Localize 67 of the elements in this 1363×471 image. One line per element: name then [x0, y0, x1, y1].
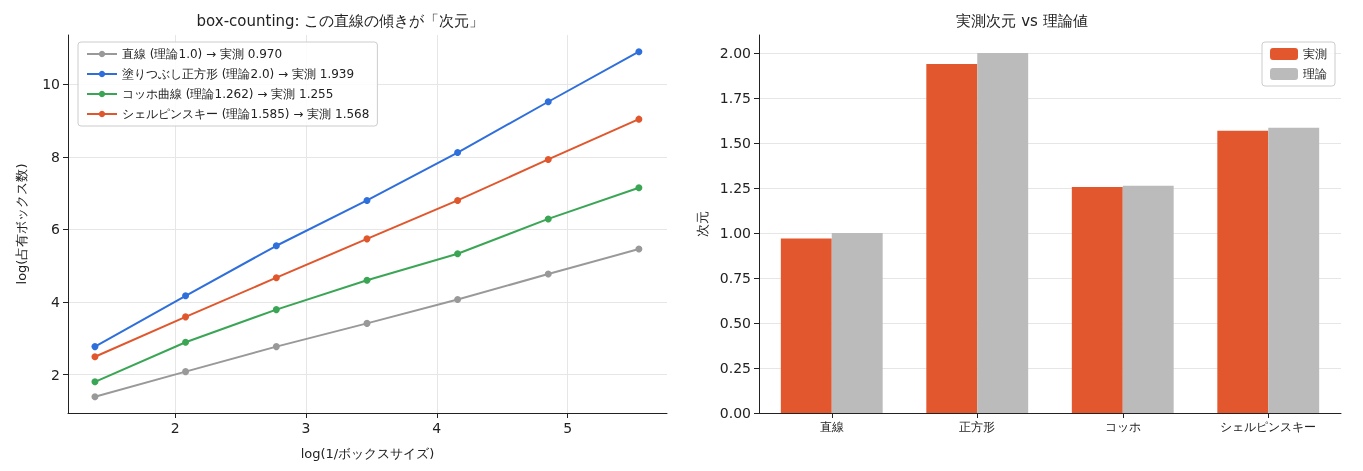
- point: [454, 295, 462, 303]
- point: [363, 276, 371, 284]
- legend-label: 理論: [1303, 67, 1327, 81]
- legend-label: 塗りつぶし正方形 (理論2.0) → 実測 1.939: [122, 67, 355, 81]
- bar: [1122, 185, 1174, 413]
- point: [544, 98, 552, 106]
- point: [91, 343, 99, 351]
- point: [91, 353, 99, 361]
- y-tick-label: 1.25: [719, 180, 751, 196]
- point: [544, 270, 552, 278]
- x-tick-label: コッホ: [1104, 420, 1141, 434]
- point: [635, 115, 643, 123]
- point: [454, 149, 462, 157]
- y-tick-label: 8: [51, 148, 60, 165]
- y-tick-label: 0.50: [719, 315, 751, 331]
- point: [363, 196, 371, 204]
- x-tick-label: 3: [301, 420, 311, 436]
- y-tick-label: 2.00: [719, 45, 751, 61]
- point: [182, 338, 190, 346]
- point: [635, 48, 643, 56]
- y-axis-title: 次元: [694, 211, 710, 237]
- y-tick-label: 0.75: [719, 270, 751, 286]
- x-tick-label: シェルピンスキー: [1220, 420, 1317, 434]
- point: [91, 393, 99, 401]
- x-tick-label: 直線: [819, 420, 844, 434]
- x-tick-label: 正方形: [959, 420, 996, 434]
- bar: [1071, 187, 1123, 413]
- point: [272, 306, 280, 314]
- legend-label: 実測: [1303, 47, 1327, 61]
- y-tick-label: 2: [51, 366, 60, 383]
- point: [454, 250, 462, 258]
- bar: [780, 238, 832, 413]
- point: [272, 343, 280, 351]
- y-tick-label: 1.50: [719, 135, 751, 151]
- point: [91, 378, 99, 386]
- point: [454, 196, 462, 204]
- bar: [977, 53, 1029, 413]
- point: [272, 274, 280, 282]
- y-tick-label: 0.00: [719, 405, 751, 421]
- point: [182, 313, 190, 321]
- point: [635, 184, 643, 192]
- x-tick-label: 2: [170, 420, 180, 436]
- point: [544, 215, 552, 223]
- point: [182, 368, 190, 376]
- x-tick-label: 5: [563, 420, 573, 436]
- y-tick-label: 1.75: [719, 90, 751, 106]
- y-tick-label: 10: [42, 76, 60, 93]
- y-tick-label: 4: [51, 293, 61, 310]
- y-axis-title: log(占有ボックス数): [14, 163, 29, 285]
- legend-label: シェルピンスキー (理論1.585) → 実測 1.568: [122, 107, 370, 121]
- point: [363, 319, 371, 327]
- point: [182, 292, 190, 300]
- chart-title: 実測次元 vs 理論値: [956, 11, 1088, 30]
- y-tick-label: 0.25: [719, 360, 751, 376]
- bar: [1268, 127, 1320, 413]
- legend-label: コッホ曲線 (理論1.262) → 実測 1.255: [122, 87, 334, 101]
- y-tick-label: 6: [51, 221, 61, 238]
- y-tick-label: 1.00: [719, 225, 751, 241]
- chart-title: box-counting: この直線の傾きが「次元」: [196, 11, 485, 30]
- bar: [1217, 130, 1269, 413]
- x-tick-label: 4: [432, 420, 442, 436]
- legend-label: 直線 (理論1.0) → 実測 0.970: [122, 47, 283, 61]
- bar: [831, 233, 883, 413]
- point: [272, 242, 280, 250]
- bar: [926, 63, 978, 413]
- x-axis-title: log(1/ボックスサイズ): [300, 446, 435, 461]
- point: [544, 155, 552, 163]
